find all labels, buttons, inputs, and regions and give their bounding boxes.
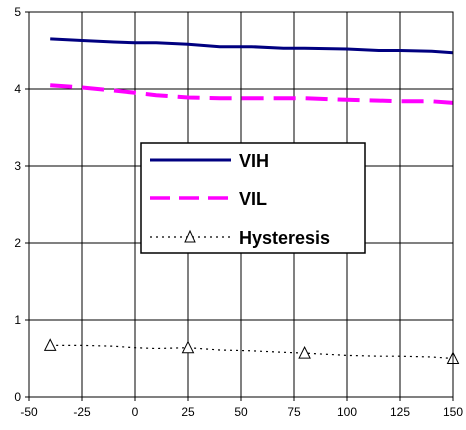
y-tick-label: 5 [14, 5, 21, 19]
legend-label-hysteresis: Hysteresis [239, 228, 330, 248]
x-tick-label: 25 [181, 405, 195, 419]
x-tick-label: 100 [337, 405, 357, 419]
legend-marker-triangle-icon [184, 229, 196, 243]
x-tick-label: -25 [73, 405, 91, 419]
x-tick-label: -50 [20, 405, 38, 419]
data-point-hysteresis [298, 345, 311, 359]
series-line-hysteresis [50, 344, 454, 360]
y-tick-label: 0 [14, 390, 21, 404]
legend-label-vih: VIH [239, 151, 269, 171]
x-axis: -50 -25 0 25 50 75 100 125 150 [20, 397, 463, 419]
data-point-hysteresis [181, 340, 195, 354]
data-point-hysteresis [43, 338, 57, 351]
y-tick-label: 3 [14, 159, 21, 173]
x-tick-label: 125 [390, 405, 410, 419]
x-tick-label: 0 [132, 405, 139, 419]
x-tick-label: 150 [443, 405, 463, 419]
series-layer [43, 37, 460, 364]
series-line-vil [50, 83, 454, 105]
y-tick-label: 2 [14, 236, 21, 250]
y-tick-label: 1 [14, 313, 21, 327]
x-tick-label: 50 [234, 405, 248, 419]
series-line-vih [50, 37, 454, 55]
legend-label-vil: VIL [239, 189, 267, 209]
y-tick-label: 4 [14, 82, 21, 96]
y-axis: 0 1 2 3 4 5 [14, 5, 29, 404]
x-tick-label: 75 [287, 405, 301, 419]
legend: VIH VIL Hysteresis [140, 142, 366, 254]
